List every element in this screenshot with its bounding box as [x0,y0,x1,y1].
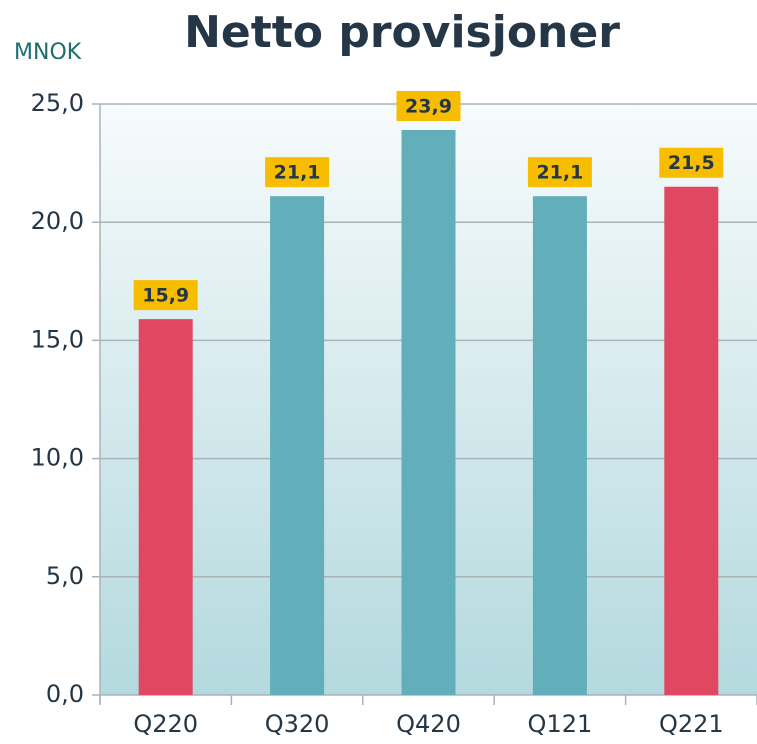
x-tick-label: Q121 [528,710,593,738]
value-label: 21,1 [274,162,321,184]
bar [138,319,193,695]
y-tick-label: 5,0 [46,562,84,590]
value-label-box [133,280,198,311]
x-tick-label: Q220 [133,710,198,738]
chart-title: Netto provisjoner [184,7,620,58]
value-label-box [527,157,592,188]
y-tick-label: 10,0 [31,444,84,472]
x-tick-label: Q320 [265,710,330,738]
value-label-box [396,91,461,122]
bar [401,130,456,695]
value-label-box [265,157,330,188]
y-tick-label: 0,0 [46,680,84,708]
value-label-box [659,147,724,178]
value-label: 21,5 [668,152,715,174]
value-label: 15,9 [142,285,189,307]
value-label: 21,1 [536,162,583,184]
y-axis-label: MNOK [14,40,82,65]
y-tick-label: 20,0 [31,207,84,235]
y-tick-label: 15,0 [31,325,84,353]
x-tick-label: Q420 [396,710,461,738]
y-tick-label: 25,0 [31,89,84,117]
bar [532,196,587,696]
bar [664,186,719,696]
x-tick-label: Q221 [659,710,724,738]
bar [270,196,325,696]
value-label: 23,9 [405,96,452,118]
